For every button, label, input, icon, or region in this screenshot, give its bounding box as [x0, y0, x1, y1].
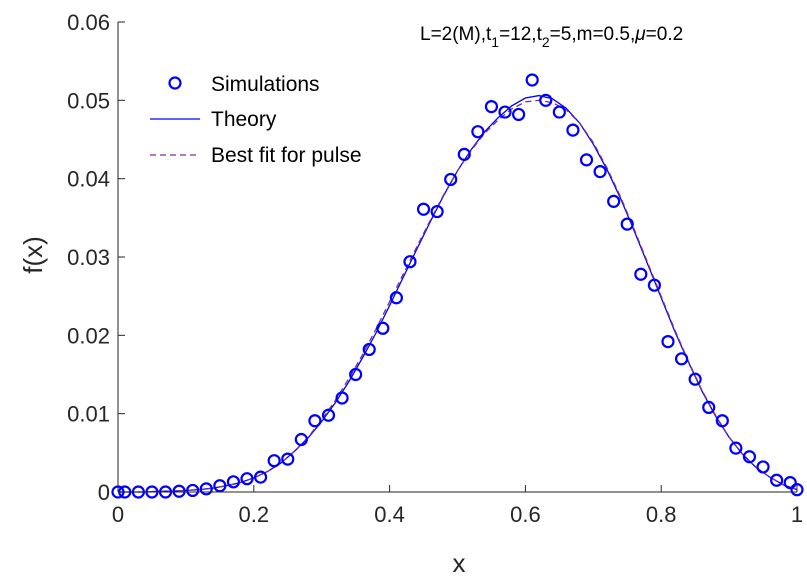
simulation-point	[308, 414, 322, 428]
y-tick-label: 0.03	[67, 245, 110, 270]
simulation-point	[321, 408, 336, 422]
series-lines	[118, 94, 798, 493]
simulation-point	[213, 479, 227, 493]
legend-marker-simulations	[168, 76, 182, 90]
simulation-point	[253, 470, 268, 484]
x-tick-label: 0.4	[374, 502, 405, 527]
simulation-point	[226, 475, 241, 489]
x-tick-label: 1	[791, 502, 803, 527]
simulation-point	[389, 291, 403, 305]
simulation-point	[457, 147, 471, 161]
annotation-subscript: 2	[542, 34, 550, 50]
simulation-point	[634, 267, 648, 281]
annotation-symbol-mu: μ	[634, 24, 646, 45]
simulation-point	[498, 105, 512, 119]
simulation-point	[525, 73, 539, 87]
best-fit-line	[118, 99, 798, 493]
x-tick-label: 0.2	[239, 502, 270, 527]
x-axis-ticks: 0 0.2 0.4 0.6 0.8 1	[112, 485, 803, 527]
simulation-point	[715, 414, 729, 428]
simulation-point	[742, 450, 757, 464]
legend-entry-label: Best fit for pulse	[211, 144, 362, 167]
legend-entry-label: Simulations	[211, 73, 320, 96]
simulation-point	[647, 278, 662, 292]
y-tick-label: 0	[98, 480, 110, 505]
simulation-point	[770, 473, 784, 487]
x-tick-label: 0.6	[510, 502, 541, 527]
simulation-point	[566, 123, 580, 137]
legend-entry-label: Theory	[211, 108, 277, 131]
simulation-point	[790, 483, 804, 497]
annotation-subscript: 1	[491, 34, 499, 50]
x-tick-label: 0	[112, 502, 124, 527]
simulation-point	[403, 255, 417, 269]
y-axis-ticks: 0 0.01 0.02 0.03 0.04 0.05 0.06	[67, 10, 125, 505]
simulation-point	[335, 391, 349, 405]
simulation-point	[199, 482, 213, 496]
y-axis-label: f(x)	[18, 236, 48, 274]
simulation-point	[688, 372, 702, 386]
x-axis-label: x	[453, 548, 466, 578]
simulation-point	[186, 483, 200, 498]
annotation-text: =5,m=0.5,	[550, 24, 636, 45]
simulation-point	[416, 202, 431, 216]
simulation-point	[281, 452, 295, 466]
annotation-text: =0.2	[646, 24, 684, 45]
y-tick-label: 0.05	[67, 88, 110, 113]
simulation-point	[362, 342, 376, 357]
simulation-point	[294, 432, 308, 447]
simulation-point	[702, 400, 716, 414]
simulation-point	[444, 172, 458, 187]
simulation-point	[674, 352, 689, 366]
simulation-point	[783, 476, 797, 490]
simulation-point	[620, 217, 634, 231]
annotation-text: L=2(M),t	[420, 24, 492, 45]
simulation-point	[729, 441, 743, 455]
simulation-point	[593, 165, 607, 179]
legend: Simulations Theory Best fit for pulse	[150, 73, 362, 167]
y-tick-label: 0.02	[67, 323, 110, 348]
simulation-point	[552, 105, 566, 119]
simulation-point	[471, 125, 485, 139]
simulation-point	[267, 454, 281, 468]
simulation-point	[579, 153, 594, 167]
y-tick-label: 0.04	[67, 167, 110, 192]
simulation-point	[661, 335, 675, 349]
parameter-annotation: L=2(M),t1=12,t2=5,m=0.5,μ=0.2	[420, 24, 683, 50]
y-tick-label: 0.01	[67, 402, 110, 427]
simulation-point	[349, 367, 363, 382]
simulation-point	[172, 484, 186, 498]
x-tick-label: 0.8	[646, 502, 677, 527]
annotation-text: =12,t	[499, 24, 543, 45]
simulation-point	[756, 460, 770, 474]
simulation-point	[240, 472, 254, 486]
simulation-point	[512, 107, 526, 122]
y-tick-label: 0.06	[67, 10, 110, 35]
simulation-point	[484, 99, 499, 114]
simulation-point	[430, 204, 444, 219]
simulation-point	[539, 93, 553, 107]
simulation-point	[376, 321, 390, 335]
simulation-point	[607, 194, 621, 208]
